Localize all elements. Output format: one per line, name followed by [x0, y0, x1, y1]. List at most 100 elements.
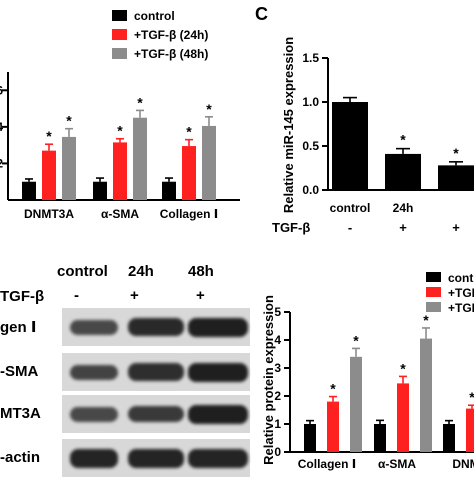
bar	[162, 181, 176, 200]
blot-header-24h: 24h	[128, 263, 154, 280]
y-tick-label: 6	[0, 83, 3, 97]
blot-band	[188, 404, 248, 424]
bar	[385, 153, 421, 190]
blot-sign-1: -	[74, 287, 79, 304]
blot-panel	[62, 395, 250, 433]
blot-panel	[62, 308, 250, 346]
bar	[42, 150, 56, 200]
bottom-right-bars: ******	[304, 312, 474, 452]
y-tick-label: 0.0	[302, 183, 319, 197]
significance-star: *	[66, 113, 72, 129]
legend-swatch	[112, 29, 127, 40]
western-blot: control 24h 48h TGF-β - + + gen Ⅰ -SMA MT3…	[0, 255, 250, 477]
blot-band	[188, 362, 248, 382]
legend-swatch	[426, 287, 441, 297]
legend-label: +TGF	[448, 301, 474, 315]
bottom-right-legend: cont+TGF+TGF	[426, 271, 474, 315]
bar	[202, 125, 216, 200]
bar	[133, 117, 147, 200]
bar	[350, 356, 362, 452]
blot-panel	[62, 439, 250, 477]
y-tick-label: 4	[0, 120, 3, 134]
blot-band	[128, 448, 184, 468]
bar	[397, 383, 409, 452]
significance-star: *	[186, 124, 192, 140]
x-tick-label: control	[330, 201, 371, 215]
significance-star: *	[400, 132, 406, 148]
y-tick-label: 2	[274, 389, 281, 403]
blot-band	[128, 406, 184, 422]
significance-star: *	[423, 312, 429, 328]
blot-header-control: control	[57, 263, 108, 280]
sign-label: +	[452, 220, 460, 235]
bar	[420, 338, 432, 452]
blot-band	[128, 363, 184, 381]
legend-swatch	[112, 10, 127, 21]
blot-band	[128, 318, 184, 336]
top-left-bars: * * * * * *	[22, 94, 216, 200]
blot-row-label: gen Ⅰ	[0, 319, 37, 336]
blot-treatment-label: TGF-β	[0, 288, 45, 305]
blot-sign-3: +	[196, 287, 205, 304]
blot-band	[188, 448, 248, 468]
top-right-axes: 0.0 0.5 1.0 1.5 Relative miR-145 expression c…	[272, 37, 474, 235]
x-tick-label: α-SMA	[101, 207, 139, 221]
legend-label: cont	[448, 271, 473, 285]
x-tick-label: α-SMA	[378, 457, 416, 471]
blot-row-label: MT3A	[0, 405, 41, 422]
significance-star: *	[400, 360, 406, 376]
top-right-bars: **	[332, 96, 474, 190]
bar	[182, 146, 196, 200]
significance-star: *	[117, 123, 123, 139]
x-tick-label: DNMT3A	[24, 207, 74, 221]
sign-label: -	[348, 220, 352, 235]
bar	[443, 424, 455, 452]
significance-star: *	[137, 94, 143, 110]
y-tick-label: 1	[274, 417, 281, 431]
significance-star: *	[353, 332, 359, 348]
blot-band	[188, 317, 248, 337]
y-tick-label: 0	[274, 445, 281, 459]
top-left-legend: control +TGF-β (24h) +TGF-β (48h)	[112, 9, 208, 61]
chart-top-left: 2 4 6 DNMT3A α-SMA Collagen Ⅰ * * * * * * control +…	[0, 9, 240, 221]
x-tick-label: 24h	[393, 201, 414, 215]
bar	[374, 424, 386, 452]
bar	[22, 181, 36, 200]
bar	[304, 424, 316, 452]
y-tick-label: 1.5	[302, 51, 319, 65]
significance-star: *	[330, 381, 336, 397]
blot-band	[70, 364, 118, 380]
legend-label: control	[134, 9, 175, 23]
blot-band	[70, 319, 118, 335]
blot-sign-2: +	[130, 287, 139, 304]
group-label: TGF-β	[272, 220, 310, 235]
significance-star: *	[46, 128, 52, 144]
legend-swatch	[426, 302, 441, 312]
bar	[327, 401, 339, 452]
bar	[466, 408, 474, 452]
bar	[113, 142, 127, 200]
legend-swatch	[112, 48, 127, 59]
blot-row-label: -actin	[0, 449, 41, 466]
y-tick-label: 3	[274, 361, 281, 375]
blot-panel	[62, 353, 250, 391]
blot-row-label: -SMA	[0, 363, 39, 380]
chart-top-right: 0.0 0.5 1.0 1.5 Relative miR-145 expression c…	[272, 37, 474, 235]
y-tick-label: 1.0	[302, 95, 319, 109]
x-tick-label: Collagen Ⅰ	[160, 207, 218, 221]
bar	[438, 165, 474, 190]
panel-letter-c: C	[255, 4, 268, 24]
blot-header-48h: 48h	[188, 263, 214, 280]
legend-label: +TGF	[448, 286, 474, 300]
sign-label: +	[399, 220, 407, 235]
blot-band	[70, 448, 118, 468]
y-tick-label: 4	[274, 333, 281, 347]
significance-star: *	[206, 101, 212, 117]
y-axis-title: Relative protein expression	[261, 295, 276, 465]
bar	[332, 102, 368, 190]
bar	[62, 136, 76, 200]
legend-label: +TGF-β (24h)	[134, 28, 208, 42]
significance-star: *	[469, 389, 474, 405]
